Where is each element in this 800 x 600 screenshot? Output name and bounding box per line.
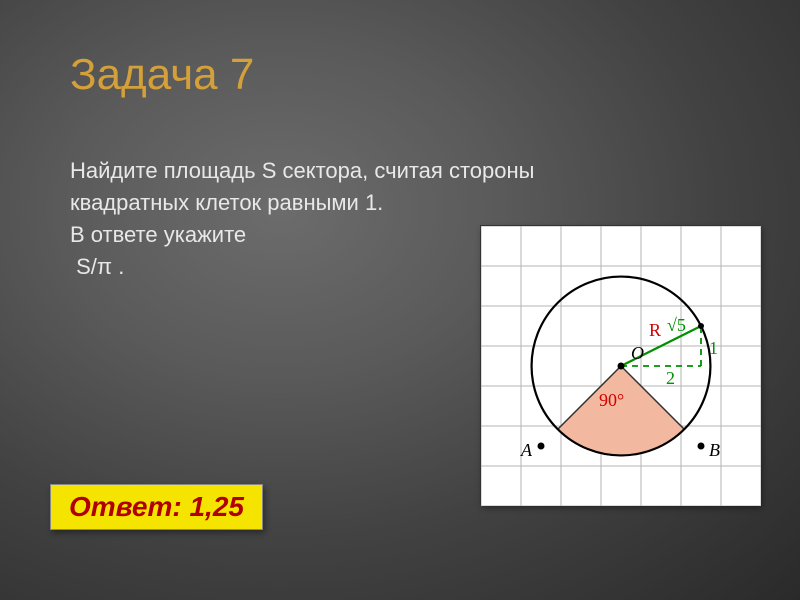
svg-text:R: R	[649, 320, 661, 340]
problem-line-1: Найдите площадь S сектора, считая сторон…	[70, 158, 534, 183]
slide-title: Задача 7	[70, 50, 254, 100]
geometry-figure: O A B 90° R √5 1 2	[480, 225, 760, 505]
problem-line-2: квадратных клеток равными 1.	[70, 190, 383, 215]
svg-text:1: 1	[709, 338, 718, 358]
svg-text:O: O	[631, 343, 644, 363]
svg-text:B: B	[709, 440, 720, 460]
figure-svg: O A B 90° R √5 1 2	[481, 226, 761, 506]
problem-line-4: S/π .	[76, 254, 124, 279]
problem-line-3: В ответе укажите	[70, 222, 246, 247]
answer-box: Ответ: 1,25	[50, 484, 263, 530]
svg-text:90°: 90°	[599, 390, 624, 410]
svg-text:A: A	[520, 440, 533, 460]
svg-text:2: 2	[666, 368, 675, 388]
svg-text:√5: √5	[667, 315, 686, 335]
